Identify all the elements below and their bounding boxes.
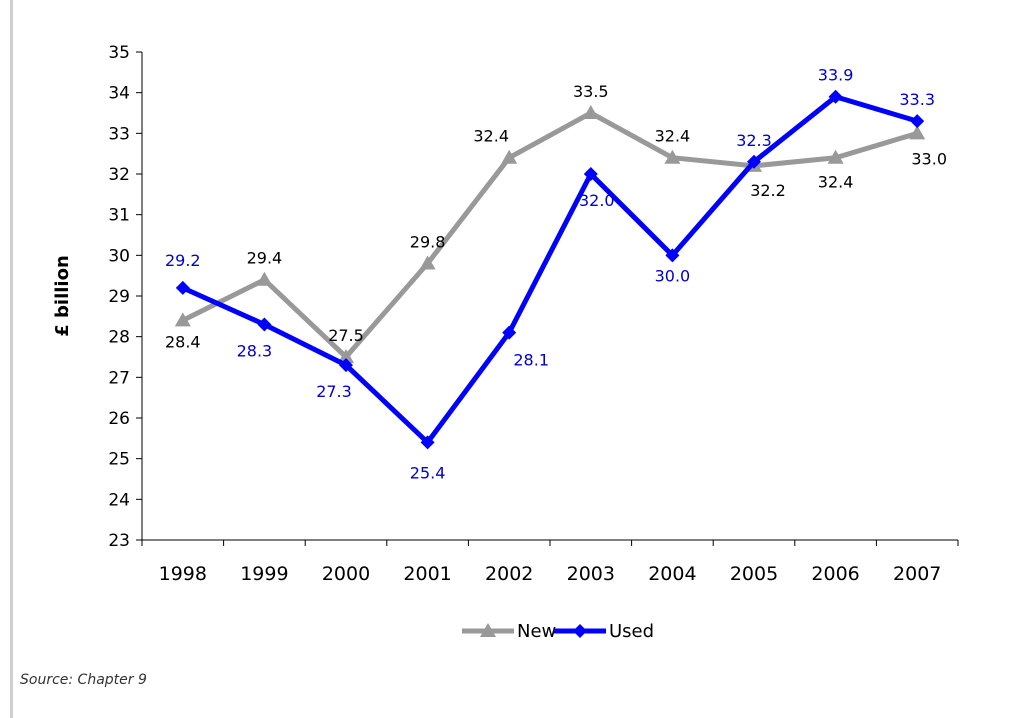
legend-item-used: Used [554, 621, 654, 642]
y-tick-label: 28 [108, 328, 130, 348]
x-tick-label: 2003 [567, 563, 615, 585]
data-point-marker [747, 154, 761, 169]
x-tick-label: 2005 [730, 563, 778, 585]
data-label-used: 25.4 [410, 463, 446, 482]
data-point-marker [827, 149, 844, 164]
series-line-new [181, 110, 918, 361]
data-point-marker [664, 149, 681, 164]
y-tick-label: 24 [108, 490, 130, 510]
x-tick-label: 2006 [811, 563, 859, 585]
y-tick-label: 32 [108, 165, 130, 185]
data-point-marker [419, 255, 436, 270]
data-label-used: 32.0 [579, 191, 615, 210]
y-tick-label: 29 [108, 287, 130, 307]
x-tick-label: 2001 [403, 563, 451, 585]
left-border-rule [10, 0, 13, 718]
data-labels: 28.4 29.4 27.5 29.8 32.4 33.5 32.4 32.2 32.4 33.0… [165, 66, 947, 483]
data-point-marker [583, 167, 598, 181]
x-tick-label: 2004 [648, 563, 696, 585]
data-label-new: 29.4 [247, 249, 283, 268]
data-point-marker [501, 149, 518, 164]
x-tick-label: 2002 [485, 563, 533, 585]
data-label-new: 28.4 [165, 332, 201, 351]
y-tick-label: 34 [108, 84, 130, 104]
data-label-used: 32.3 [736, 131, 772, 150]
chart-legend: New Used [462, 621, 654, 642]
data-point-marker [257, 317, 272, 332]
legend-item-new: New [462, 621, 556, 642]
data-label-new: 29.8 [410, 232, 446, 251]
data-label-used: 28.1 [513, 351, 549, 370]
series-new [174, 105, 926, 363]
data-point-marker [828, 89, 843, 104]
y-tick-label: 26 [108, 409, 130, 429]
data-point-marker [573, 624, 587, 638]
data-label-used: 27.3 [316, 382, 352, 401]
x-tick-label: 1999 [240, 563, 288, 585]
data-point-marker [174, 312, 191, 327]
data-point-marker [502, 325, 517, 340]
series-line-used [181, 93, 918, 447]
data-label-new: 32.4 [818, 173, 854, 192]
data-label-used: 33.3 [899, 90, 935, 109]
y-tick-label: 33 [108, 124, 130, 144]
data-point-marker [582, 105, 599, 119]
y-tick-label: 30 [108, 246, 130, 266]
y-tick-label: 27 [108, 368, 130, 388]
data-label-used: 28.3 [237, 341, 273, 360]
data-label-new: 32.4 [473, 127, 509, 146]
data-label-new: 32.2 [750, 181, 786, 200]
y-tick-label: 35 [108, 43, 130, 63]
legend-label: New [517, 621, 556, 642]
data-point-marker [910, 114, 925, 129]
data-label-new: 33.0 [911, 149, 947, 168]
x-tick-label: 2000 [322, 563, 370, 585]
data-label-new: 32.4 [655, 127, 691, 146]
y-tick-label: 25 [108, 450, 130, 470]
data-label-used: 29.2 [165, 251, 201, 270]
data-point-marker [339, 358, 353, 373]
chart-axes: 23 24 25 26 27 28 29 30 31 32 33 34 35 1998 1999 2000 20… [52, 43, 959, 585]
data-point-marker [909, 125, 926, 140]
data-point-marker [338, 349, 354, 363]
y-axis-title: £ billion [52, 255, 73, 337]
data-label-used: 30.0 [655, 266, 691, 285]
series-used [175, 89, 925, 450]
data-point-marker [420, 435, 435, 450]
x-tick-label: 2007 [893, 563, 941, 585]
x-tick-label: 1998 [159, 563, 207, 585]
data-point-marker [256, 271, 273, 286]
chart-series [174, 89, 926, 450]
legend-label: Used [609, 621, 654, 642]
y-tick-label: 31 [108, 206, 130, 226]
data-label-new: 27.5 [328, 326, 364, 345]
source-note: Source: Chapter 9 [20, 672, 147, 688]
data-label-new: 33.5 [573, 82, 609, 101]
data-point-marker [175, 280, 190, 295]
data-point-marker [480, 623, 496, 637]
data-point-marker [665, 248, 680, 263]
y-tick-label: 23 [108, 531, 130, 551]
data-label-used: 33.9 [818, 66, 854, 85]
